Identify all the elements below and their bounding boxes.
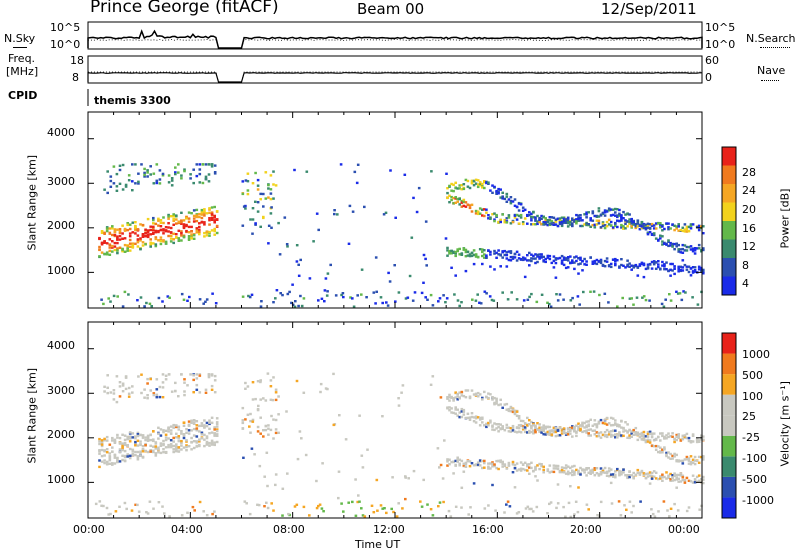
xlabel: Time UT bbox=[355, 538, 401, 551]
noise-sky-line-key bbox=[13, 47, 27, 48]
power-ytick-4000: 4000 bbox=[47, 126, 75, 139]
velocity-colorbar bbox=[721, 332, 737, 519]
velocity-cbar-tick-4: -25 bbox=[742, 431, 760, 444]
velocity-cbar-tick-7: -1000 bbox=[742, 494, 774, 507]
power-cbar-tick-0: 28 bbox=[742, 166, 756, 179]
velocity-axis-ticks bbox=[87, 322, 703, 518]
xtick-5: 20:00 bbox=[570, 523, 602, 536]
xtick-6: 00:00 bbox=[668, 523, 700, 536]
velocity-cbar-tick-3: 25 bbox=[742, 410, 756, 423]
power-cbar-tick-4: 12 bbox=[742, 240, 756, 253]
power-ytick-1000: 1000 bbox=[47, 264, 75, 277]
noise-search-label: N.Search bbox=[746, 32, 796, 45]
freq-strip-frame bbox=[87, 55, 703, 84]
power-axis-ticks bbox=[87, 112, 703, 308]
xtick-1: 04:00 bbox=[171, 523, 203, 536]
date-title: 12/Sep/2011 bbox=[601, 0, 697, 18]
freq-label-2: [MHz] bbox=[6, 65, 39, 78]
velocity-cbar-tick-5: -100 bbox=[742, 452, 767, 465]
power-cbar-tick-3: 16 bbox=[742, 222, 756, 235]
freq-label-1: Freq. bbox=[8, 52, 36, 65]
cpid-value: themis 3300 bbox=[94, 94, 171, 107]
power-heatmap bbox=[98, 163, 705, 308]
freq-right-tick-bottom: 0 bbox=[705, 71, 712, 84]
velocity-ytick-2000: 2000 bbox=[47, 428, 75, 441]
velocity-cbar-tick-0: 1000 bbox=[742, 348, 770, 361]
power-cbar-tick-5: 8 bbox=[742, 259, 749, 272]
nave-trace bbox=[88, 71, 702, 83]
power-colorbar bbox=[721, 146, 737, 296]
nave-label: Nave bbox=[757, 64, 786, 77]
noise-right-tick-bottom: 10^0 bbox=[705, 38, 736, 51]
velocity-cbar-tick-6: -500 bbox=[742, 473, 767, 486]
xtick-2: 08:00 bbox=[273, 523, 305, 536]
power-ytick-2000: 2000 bbox=[47, 219, 75, 232]
xtick-0: 00:00 bbox=[73, 523, 105, 536]
velocity-heatmap bbox=[94, 372, 705, 519]
noise-strip-frame bbox=[87, 21, 703, 50]
xtick-4: 16:00 bbox=[472, 523, 504, 536]
nave-line-key bbox=[761, 80, 779, 81]
cpid-label: CPID bbox=[8, 89, 38, 102]
freq-left-tick-top: 18 bbox=[70, 54, 84, 67]
velocity-cbar-tick-1: 500 bbox=[742, 369, 763, 382]
xtick-3: 12:00 bbox=[373, 523, 405, 536]
velocity-ytick-1000: 1000 bbox=[47, 473, 75, 486]
freq-right-tick-top: 60 bbox=[705, 54, 719, 67]
freq-left-tick-bottom: 8 bbox=[72, 71, 79, 84]
velocity-cbar-tick-2: 100 bbox=[742, 390, 763, 403]
power-ytick-3000: 3000 bbox=[47, 175, 75, 188]
velocity-ytick-4000: 4000 bbox=[47, 339, 75, 352]
noise-left-tick-bottom: 10^0 bbox=[50, 38, 81, 51]
noise-sky-label: N.Sky bbox=[4, 32, 36, 45]
velocity-ytick-3000: 3000 bbox=[47, 384, 75, 397]
noise-right-tick-top: 10^5 bbox=[705, 21, 736, 34]
noise-sky-trace bbox=[87, 29, 703, 49]
velocity-panel-bg bbox=[88, 322, 702, 518]
beam-title: Beam 00 bbox=[357, 0, 425, 18]
power-cbar-tick-2: 20 bbox=[742, 203, 756, 216]
power-cbar-tick-1: 24 bbox=[742, 184, 756, 197]
power-cbar-tick-6: 4 bbox=[742, 277, 749, 290]
noise-search-line-key bbox=[760, 47, 790, 48]
station-title: Prince George (fitACF) bbox=[90, 0, 279, 17]
noise-search-trace bbox=[87, 39, 703, 49]
noise-left-tick-top: 10^5 bbox=[50, 21, 81, 34]
frequency-trace bbox=[87, 72, 702, 83]
